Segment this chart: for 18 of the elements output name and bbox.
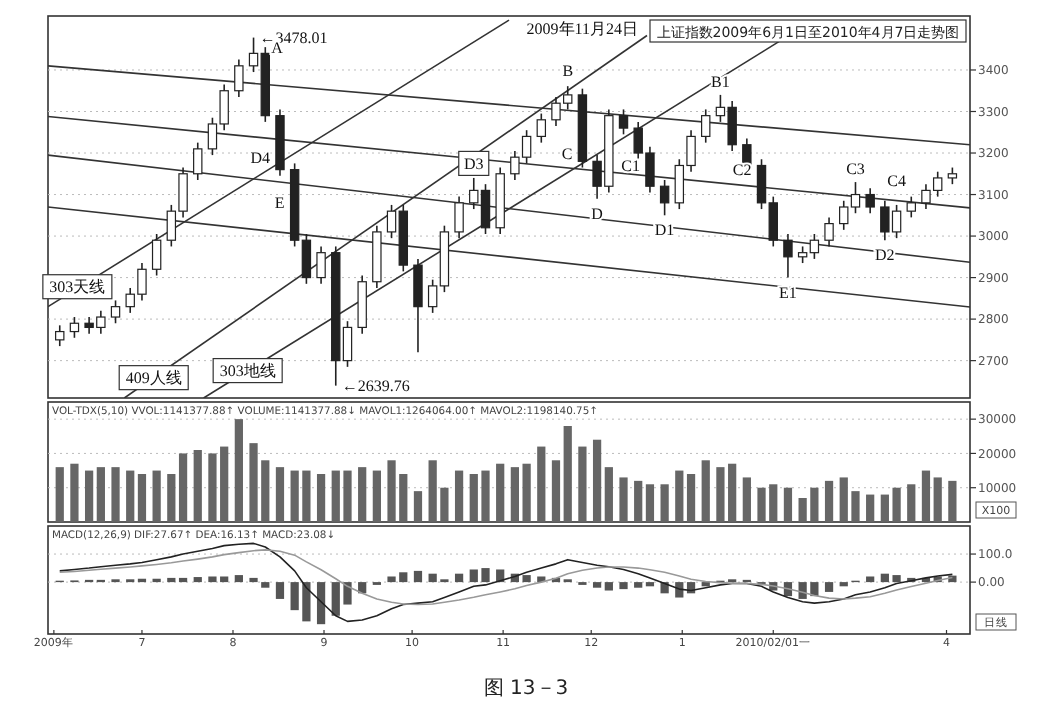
annotation: D1	[654, 221, 675, 240]
annotation: 303地线	[219, 362, 276, 381]
annotation: 303天线	[49, 278, 106, 297]
annotation: C3	[846, 159, 865, 178]
annotation: C2	[732, 161, 752, 180]
annotation: C4	[887, 172, 906, 191]
annotation: D4	[250, 148, 270, 167]
annotation: C1	[621, 157, 640, 176]
annotation: B1	[711, 72, 730, 91]
annotation: E1	[779, 283, 797, 302]
annotation: B	[562, 62, 574, 81]
annotation: C	[561, 144, 573, 163]
annotation: 409人线	[125, 369, 182, 388]
annotation: E	[274, 194, 285, 213]
annotation: ←2639.76	[341, 377, 410, 396]
annotation: D3	[463, 155, 484, 173]
annotation: 2009年11月24日	[526, 20, 638, 38]
caption: 图 13－3	[483, 678, 569, 700]
